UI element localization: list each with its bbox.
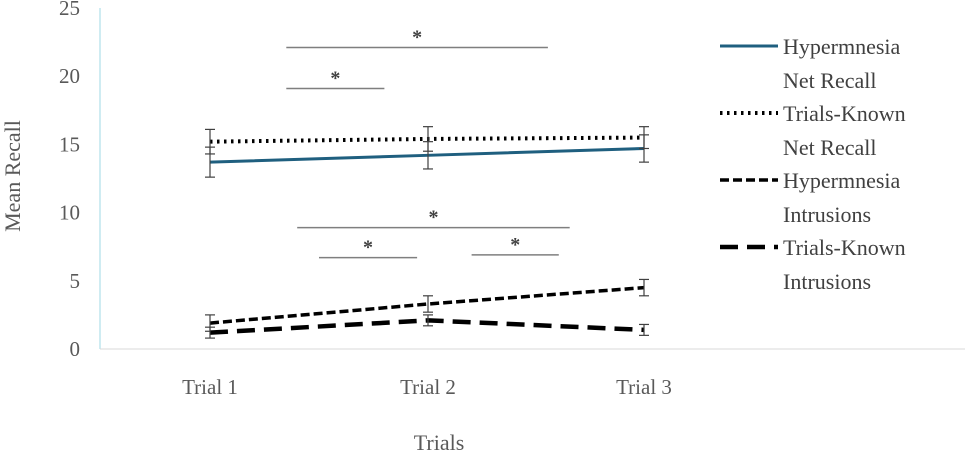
x-axis-title: Trials xyxy=(414,430,465,455)
y-tick-label: 15 xyxy=(59,132,80,156)
x-tick-label: Trial 2 xyxy=(400,375,456,399)
chart-series xyxy=(205,126,649,339)
chart-axes: 0 5 10 15 20 25 Trial 1 Trial 2 Trial 3 xyxy=(59,0,965,399)
y-tick-label: 0 xyxy=(70,337,81,361)
y-tick-label: 10 xyxy=(59,201,80,225)
y-axis-title: Mean Recall xyxy=(0,120,25,232)
legend-label-line2: Intrusions xyxy=(783,202,871,227)
chart-legend: Hypermnesia Net Recall Trials-Known Net Rec… xyxy=(720,34,906,294)
legend-label-line1: Hypermnesia xyxy=(783,168,901,193)
y-tick-label: 25 xyxy=(59,0,80,20)
series-line-1 xyxy=(209,135,645,144)
y-tick-label: 5 xyxy=(70,269,81,293)
legend-label-line2: Intrusions xyxy=(783,269,871,294)
legend-label-line2: Net Recall xyxy=(783,135,876,160)
legend-label-line1: Hypermnesia xyxy=(783,34,901,59)
legend-label-line1: Trials-Known xyxy=(783,101,906,126)
legend-label-line1: Trials-Known xyxy=(783,235,906,260)
x-tick-label: Trial 3 xyxy=(616,375,672,399)
x-tick-label: Trial 1 xyxy=(182,375,238,399)
significance-markers: * * * * * xyxy=(286,27,570,259)
significance-star: * xyxy=(428,207,438,229)
significance-star: * xyxy=(330,67,340,89)
significance-star: * xyxy=(510,234,520,256)
series-line-2 xyxy=(209,285,645,325)
significance-star: * xyxy=(363,237,373,259)
legend-label-line2: Net Recall xyxy=(783,68,876,93)
series-line-0 xyxy=(209,146,645,164)
significance-star: * xyxy=(412,27,422,49)
series-line-3 xyxy=(209,318,645,335)
y-tick-label: 20 xyxy=(59,64,80,88)
